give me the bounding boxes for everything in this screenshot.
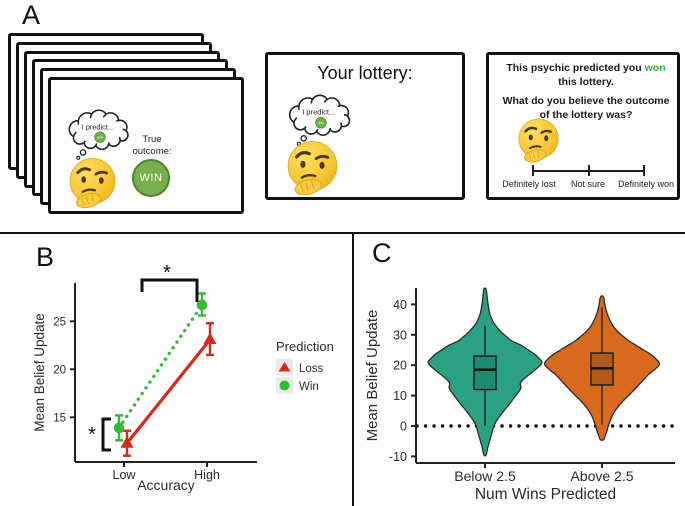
y-axis-title: Mean Belief Update	[32, 313, 47, 432]
x-tick-label: Above 2.5	[570, 468, 633, 484]
belief-scale-tick-mid	[587, 165, 590, 176]
box	[473, 355, 497, 391]
x-axis-title: Num Wins Predicted	[475, 486, 616, 503]
bubble-tail-dot	[76, 155, 81, 160]
legend-title: Prediction	[276, 339, 334, 354]
bubble-tail-dot	[79, 149, 87, 156]
series-line-win	[117, 303, 204, 430]
bubble-win-chip	[94, 131, 106, 143]
legend-marker-loss	[278, 362, 291, 372]
scale-label-lost: Definitely lost	[502, 179, 556, 189]
sig-bracket-left	[101, 417, 111, 452]
legend-marker-win	[279, 380, 290, 391]
panel-c-plot: -10 0 10 20 30 40 Below 2.5 Above 2.5 Num Wins P…	[364, 287, 677, 503]
belief-scale-tick-left	[532, 165, 534, 176]
legend-label: Loss	[299, 363, 324, 375]
y-tick-label: 30	[393, 328, 407, 342]
thinking-emoji	[286, 139, 339, 196]
sig-bracket-top	[140, 278, 199, 302]
y-tick-label: 40	[393, 298, 407, 312]
thinking-emoji	[68, 157, 117, 209]
marker-circle-win	[113, 422, 125, 434]
true-outcome-circle: WIN	[132, 159, 170, 197]
y-tick-label: 20	[53, 364, 66, 376]
legend-label: Win	[299, 381, 319, 393]
y-tick-label: 0	[400, 420, 407, 434]
bubble-tail-dot	[300, 135, 308, 142]
bubble-text: I predict...	[302, 108, 335, 117]
y-tick-label: 10	[393, 389, 407, 403]
x-tick-label: Below 2.5	[454, 468, 516, 484]
panel-b-label: B	[36, 242, 55, 272]
bubble-text: I predict...	[82, 122, 114, 131]
marker-circle-win	[196, 299, 208, 311]
statement-won: won	[644, 62, 666, 74]
true-outcome-value: WIN	[139, 172, 163, 184]
bubble-win-chip-text: win	[97, 136, 102, 140]
x-tick-label: High	[194, 468, 220, 482]
panel-divider-vertical	[352, 232, 354, 506]
bubble-win-chip	[315, 116, 327, 129]
thought-bubble: I predict... win	[68, 109, 129, 160]
belief-scale-tick-right	[643, 165, 645, 176]
statement-post: this lottery.	[558, 75, 614, 88]
lottery-card-title: Your lottery:	[317, 63, 413, 83]
statement-pre: This psychic predicted you	[506, 62, 645, 74]
marker-triangle-loss	[120, 436, 134, 448]
belief-question-text: What do you believe the outcome of the l…	[502, 95, 670, 121]
y-tick-label: 20	[393, 359, 407, 373]
panel-a-label: A	[22, 0, 41, 30]
true-outcome-label: True outcome:	[132, 134, 172, 158]
series-line-loss	[125, 338, 212, 445]
x-axis-title: Accuracy	[137, 477, 195, 493]
bubble-win-chip-text: win	[318, 121, 323, 125]
sig-star-left: *	[88, 424, 96, 446]
y-tick-label: -10	[389, 450, 407, 464]
panel-c-label: C	[372, 238, 392, 268]
deck-card-front: I predict... win True outcome: WIN	[48, 77, 244, 214]
y-tick-label: 15	[53, 412, 66, 424]
y-axis-title: Mean Belief Update	[364, 310, 381, 442]
x-tick-label: Low	[113, 468, 137, 482]
panel-divider-horizontal	[0, 232, 685, 234]
psychic-statement: This psychic predicted you won this lott…	[498, 62, 674, 89]
y-tick-label: 25	[53, 316, 66, 328]
scale-label-not-sure: Not sure	[570, 179, 605, 189]
lottery-card: Your lottery: I predict... win	[265, 52, 465, 200]
sig-star-top: *	[163, 262, 171, 284]
thinking-emoji	[517, 117, 560, 163]
scale-label-won: Definitely won	[617, 179, 675, 189]
belief-question-card: This psychic predicted you won this lott…	[486, 52, 680, 200]
marker-triangle-loss	[203, 332, 217, 345]
